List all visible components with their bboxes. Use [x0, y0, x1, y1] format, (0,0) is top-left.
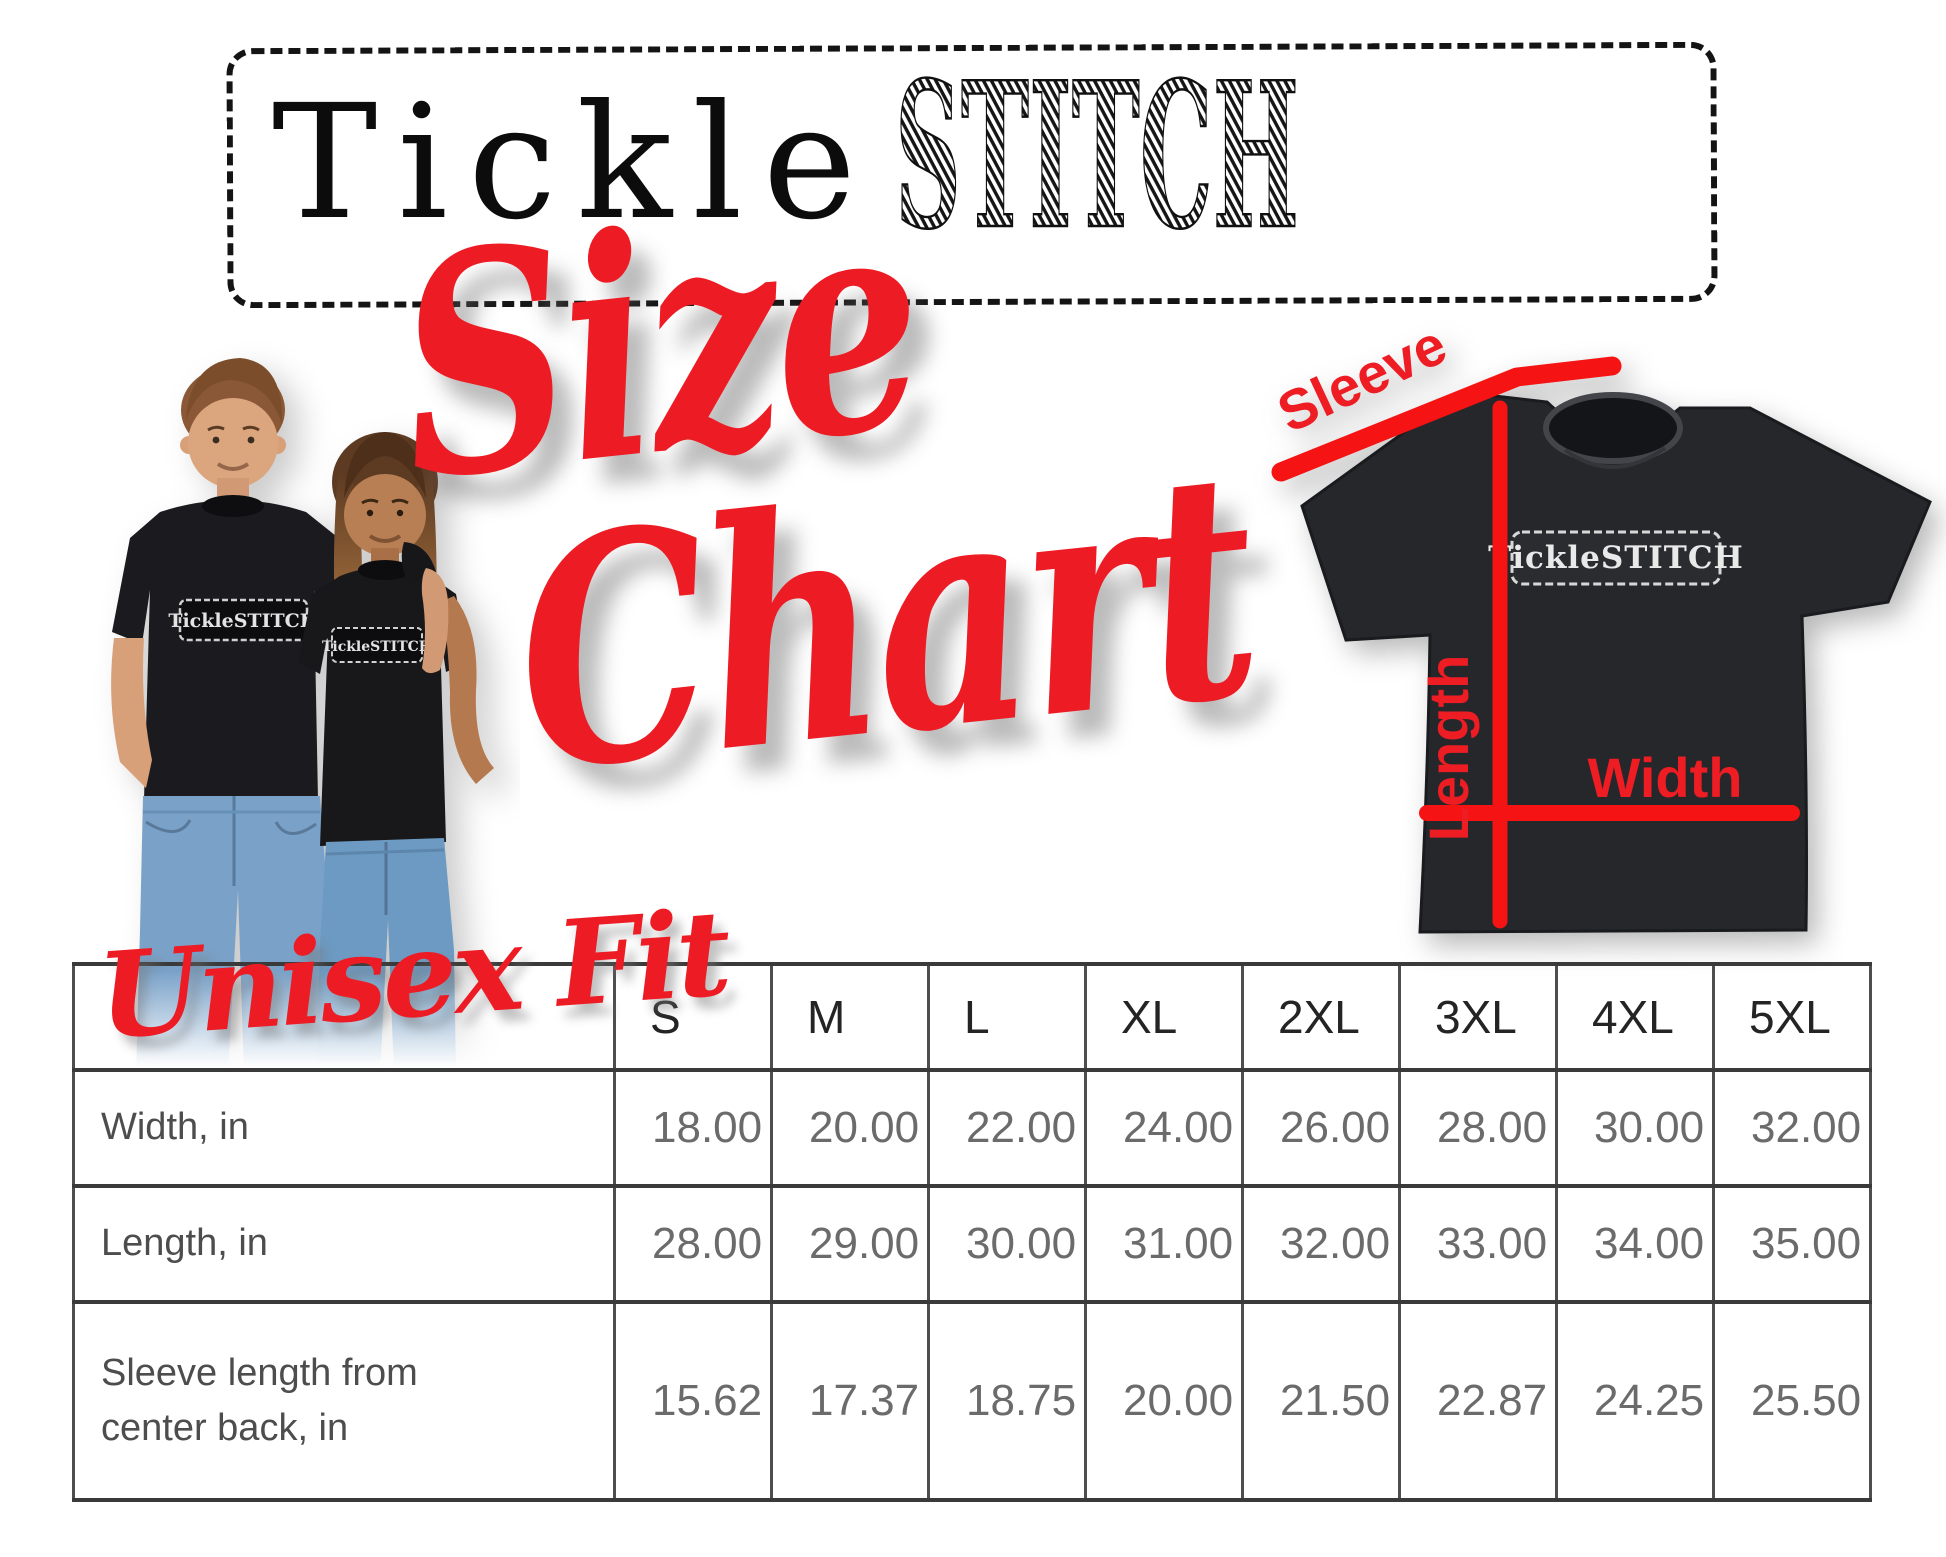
size-header-2xl: 2XL [1241, 962, 1401, 1072]
table-corner-cell [72, 962, 616, 1072]
table-row-length: Length, in 28.00 29.00 30.00 31.00 32.00… [72, 1184, 1872, 1304]
table-cell: 20.00 [1084, 1300, 1244, 1502]
man-arm-over-shoulder [401, 542, 449, 674]
shirt-silhouette: TickleSTITCH [1300, 390, 1932, 934]
table-cell: 18.00 [613, 1068, 773, 1188]
table-cell: 29.00 [770, 1184, 930, 1304]
table-cell: 24.00 [1084, 1068, 1244, 1188]
table-row-sleeve: Sleeve length from center back, in 15.62… [72, 1300, 1872, 1502]
shirt-chest-logo: TickleSTITCH [1488, 530, 1744, 586]
brand-logo-stitch-art: STITCH [894, 56, 1300, 271]
table-header-row: S M L XL 2XL 3XL 4XL 5XL [72, 962, 1872, 1072]
table-cell: 31.00 [1084, 1184, 1244, 1304]
svg-text:TickleSTITCH: TickleSTITCH [322, 639, 432, 655]
unisex-fit-label: Unisex Fit [93, 883, 732, 1066]
length-label: Length [1417, 655, 1480, 842]
table-cell: 35.00 [1712, 1184, 1872, 1304]
table-cell: 18.75 [927, 1300, 1087, 1502]
shirt-measurement-diagram: TickleSTITCH Sleeve Length Width [1268, 312, 1932, 934]
row-label-length: Length, in [72, 1184, 616, 1304]
svg-text:TickleSTITCH: TickleSTITCH [168, 610, 317, 632]
table-cell: 32.00 [1712, 1068, 1872, 1188]
size-header-3xl: 3XL [1398, 962, 1558, 1072]
size-header-xl: XL [1084, 962, 1244, 1072]
table-cell: 30.00 [927, 1184, 1087, 1304]
row-label-width: Width, in [72, 1068, 616, 1188]
size-header-4xl: 4XL [1555, 962, 1715, 1072]
table-cell: 30.00 [1555, 1068, 1715, 1188]
size-header-m: M [770, 962, 930, 1072]
table-cell: 32.00 [1241, 1184, 1401, 1304]
size-header-s: S [613, 962, 773, 1072]
table-cell: 28.00 [1398, 1068, 1558, 1188]
brand-logo-tickle: Tickle [272, 71, 877, 255]
table-cell: 20.00 [770, 1068, 930, 1188]
width-label: Width [1588, 746, 1743, 809]
table-cell: 28.00 [613, 1184, 773, 1304]
table-cell: 15.62 [613, 1300, 773, 1502]
sleeve-measure-line [1271, 356, 1622, 482]
table-cell: 34.00 [1555, 1184, 1715, 1304]
measurement-lines [1271, 356, 1800, 929]
table-cell: 25.50 [1712, 1300, 1872, 1502]
size-table: S M L XL 2XL 3XL 4XL 5XL Width, in 18.00… [72, 962, 1872, 1502]
headline-chart: Chart [500, 399, 1270, 842]
table-row-width: Width, in 18.00 20.00 22.00 24.00 26.00 … [72, 1068, 1872, 1188]
table-cell: 21.50 [1241, 1300, 1401, 1502]
row-label-sleeve: Sleeve length from center back, in [72, 1300, 616, 1502]
table-cell: 26.00 [1241, 1068, 1401, 1188]
table-cell: 22.00 [927, 1068, 1087, 1188]
table-cell: 24.25 [1555, 1300, 1715, 1502]
man-shirt-logo: TickleSTITCH [168, 598, 318, 642]
size-header-5xl: 5XL [1712, 962, 1872, 1072]
svg-text:TickleSTITCH: TickleSTITCH [1488, 540, 1744, 576]
table-cell: 22.87 [1398, 1300, 1558, 1502]
woman-shirt-logo: TickleSTITCH [322, 627, 432, 663]
table-cell: 17.37 [770, 1300, 930, 1502]
size-header-l: L [927, 962, 1087, 1072]
table-cell: 33.00 [1398, 1184, 1558, 1304]
brand-logo-stitch: STITCH [895, 56, 1299, 271]
